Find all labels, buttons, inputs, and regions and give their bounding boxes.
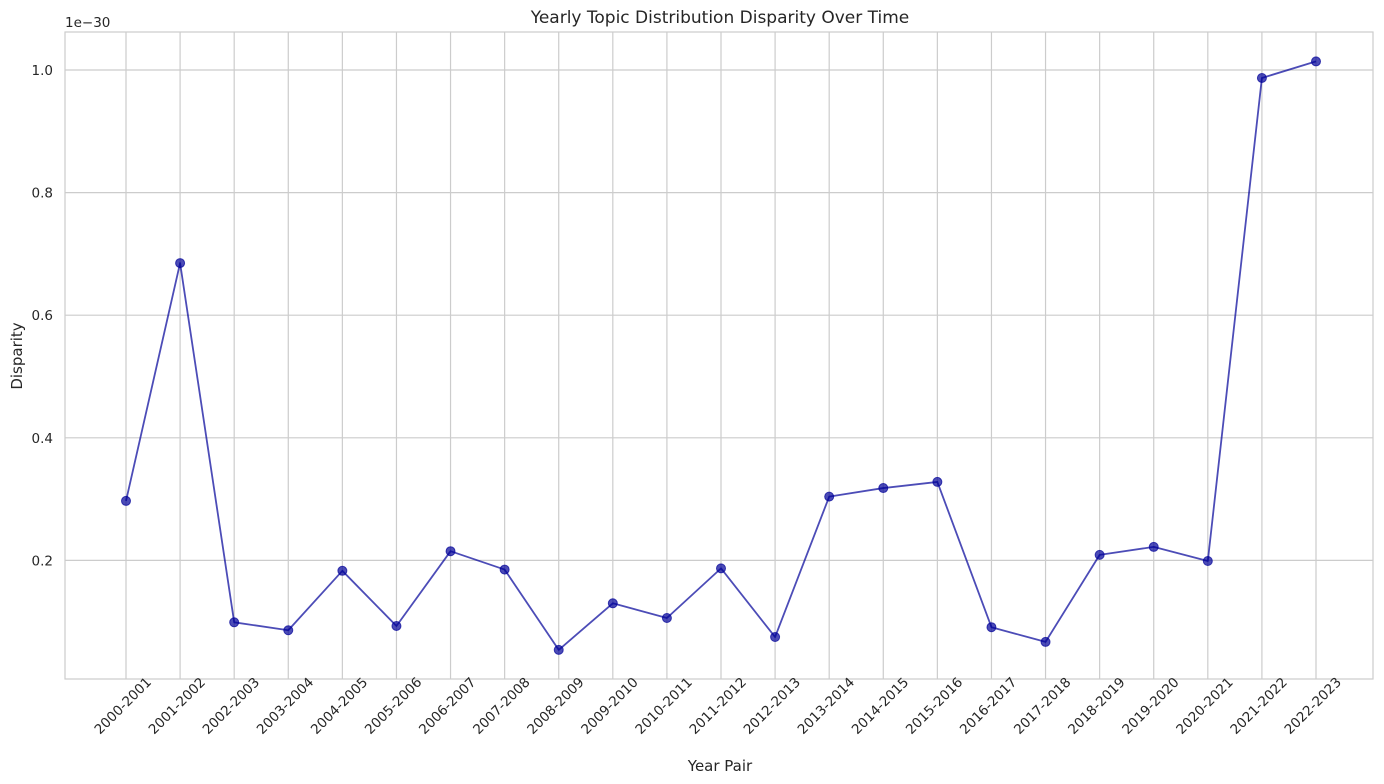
data-point-marker [661, 613, 672, 624]
x-tick-label: 2011-2012 [686, 674, 749, 737]
data-point-marker [175, 258, 186, 269]
x-tick-label: 2009-2010 [578, 674, 641, 737]
x-tick-label: 2015-2016 [903, 674, 966, 737]
x-tick-label: 2004-2005 [308, 674, 371, 737]
y-tick-labels: 0.2 0.4 0.6 0.8 1.0 [32, 63, 53, 569]
data-point-marker [1256, 72, 1267, 83]
y-axis-offset-label: 1e−30 [65, 15, 110, 31]
chart-title: Yearly Topic Distribution Disparity Over… [530, 8, 910, 28]
data-point-marker [1094, 549, 1105, 560]
data-point-marker [391, 620, 402, 631]
data-point-marker [770, 632, 781, 643]
x-tick-label: 2012-2013 [741, 674, 804, 737]
data-point-marker [1148, 541, 1159, 552]
data-point-marker [337, 565, 348, 576]
x-tick-label: 2001-2002 [146, 674, 209, 737]
grid [65, 32, 1373, 679]
x-tick-label: 2000-2001 [91, 674, 154, 737]
x-tick-labels: 2000-20012001-20022002-20032003-20042004… [91, 674, 1344, 737]
data-point-marker [499, 564, 510, 575]
x-tick-label: 2005-2006 [362, 674, 425, 737]
data-point-marker [824, 491, 835, 502]
data-point-marker [932, 476, 943, 487]
data-point-marker [986, 622, 997, 633]
data-point-marker [121, 495, 131, 506]
x-tick-label: 2020-2021 [1173, 674, 1236, 737]
x-tick-label: 2016-2017 [957, 674, 1020, 737]
series-marker-layer [121, 56, 1321, 655]
data-point-marker [878, 483, 889, 494]
data-point-marker [553, 644, 564, 655]
data-point-marker [1040, 636, 1051, 647]
x-tick-label: 2008-2009 [524, 674, 587, 737]
plot-area-frame [64, 31, 1374, 680]
x-axis-label: Year Pair [687, 757, 753, 775]
y-tick-label: 0.2 [32, 553, 53, 569]
y-tick-label: 0.4 [32, 431, 53, 447]
x-tick-label: 2013-2014 [795, 674, 858, 737]
x-tick-label: 2019-2020 [1119, 674, 1182, 737]
x-tick-label: 2018-2019 [1065, 674, 1128, 737]
data-point-marker [1202, 556, 1213, 567]
x-tick-label: 2002-2003 [200, 674, 263, 737]
y-tick-label: 0.6 [32, 308, 53, 324]
y-tick-label: 0.8 [32, 186, 53, 202]
data-point-marker [283, 625, 294, 636]
x-tick-label: 2006-2007 [416, 674, 479, 737]
x-tick-label: 2007-2008 [470, 674, 533, 737]
data-point-marker [607, 598, 618, 609]
x-tick-label: 2010-2011 [632, 674, 695, 737]
x-tick-label: 2014-2015 [849, 674, 912, 737]
x-tick-label: 2003-2004 [254, 674, 317, 737]
data-point-marker [716, 563, 726, 574]
y-tick-label: 1.0 [32, 63, 53, 79]
data-point-marker [1311, 56, 1321, 67]
x-tick-label: 2022-2023 [1281, 674, 1344, 737]
data-point-marker [445, 546, 456, 557]
x-tick-label: 2021-2022 [1227, 674, 1290, 737]
x-tick-label: 2017-2018 [1011, 674, 1074, 737]
data-point-marker [229, 617, 240, 628]
y-axis-label: Disparity [8, 322, 26, 389]
